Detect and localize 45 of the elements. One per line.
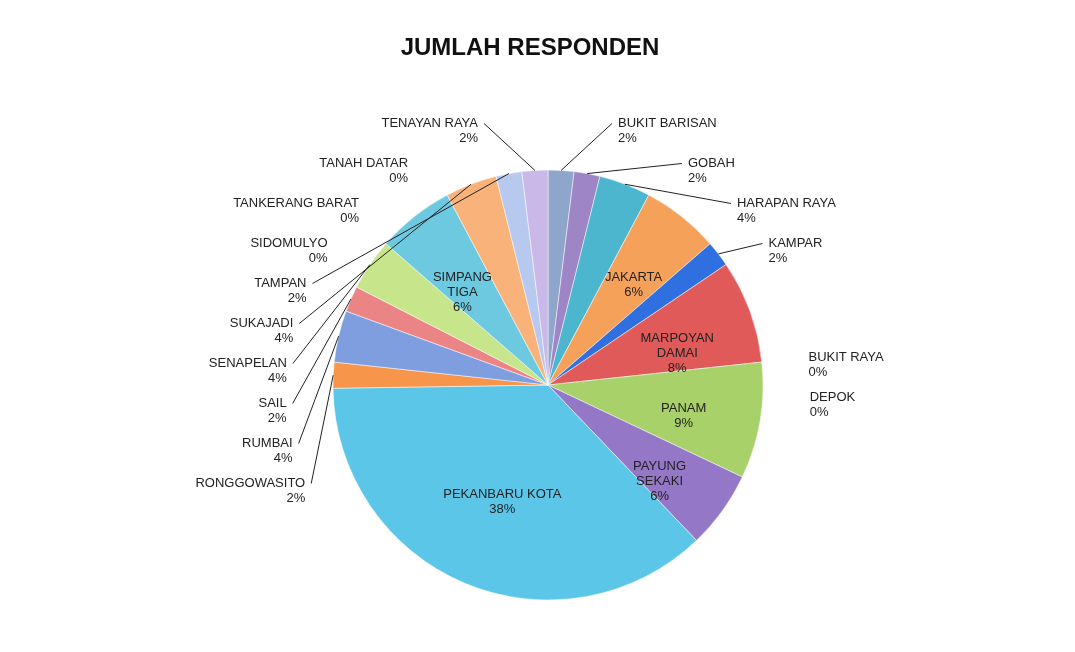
data-label: 4% bbox=[268, 370, 288, 386]
slice-label: RUMBAI bbox=[242, 435, 293, 451]
data-label: 2% bbox=[287, 290, 307, 306]
data-label: 6% bbox=[453, 299, 473, 315]
data-label: 2% bbox=[286, 490, 306, 506]
category-label: DEPOK bbox=[809, 389, 856, 405]
slice-label: TAMPAN bbox=[254, 275, 307, 291]
text: 0% bbox=[808, 364, 828, 380]
slice-label: SAIL bbox=[258, 395, 287, 411]
category-label: TANAH DATAR bbox=[319, 155, 409, 171]
data-label: 2% bbox=[768, 250, 788, 266]
slice-label: MARPOYAN DAMAI bbox=[640, 329, 714, 360]
chart-title: JUMLAH RESPONDEN bbox=[400, 33, 660, 60]
text: 0% bbox=[809, 404, 829, 420]
slice-label: RONGGOWASITO bbox=[195, 475, 306, 491]
slice-label: SENAPELAN bbox=[208, 355, 287, 371]
data-label: 4% bbox=[736, 210, 757, 226]
data-label: 6% bbox=[624, 284, 644, 300]
data-label: 4% bbox=[274, 330, 294, 346]
slice-label: SIMPANG TIGA bbox=[432, 269, 492, 300]
slice-label: PAYUNG SEKAKI bbox=[633, 457, 687, 488]
slice-label: HARAPAN RAYA bbox=[736, 195, 837, 211]
data-label: 2% bbox=[267, 410, 288, 426]
slice-label: SUKAJADI bbox=[229, 315, 294, 331]
data-label: 4% bbox=[273, 450, 294, 466]
slice-label: KAMPAR bbox=[768, 235, 823, 251]
slice-label: PEKANBARU KOTA bbox=[443, 486, 562, 502]
text: 0% bbox=[389, 170, 409, 186]
slice-label: BUKIT BARISAN bbox=[618, 115, 717, 131]
data-label: 2% bbox=[687, 170, 708, 186]
slice-label: JAKARTA bbox=[604, 269, 663, 285]
slice-label: TENAYAN RAYA bbox=[381, 115, 479, 131]
slice-label: PANAM bbox=[661, 399, 707, 415]
slice-label: GOBAH bbox=[687, 155, 735, 171]
category-label: SIDOMULYO bbox=[250, 235, 328, 251]
category-label: BUKIT RAYA bbox=[808, 349, 884, 365]
data-label: 6% bbox=[650, 487, 670, 503]
data-label: 9% bbox=[674, 414, 694, 430]
data-label: 8% bbox=[667, 359, 688, 375]
text: 0% bbox=[308, 250, 328, 266]
category-label: TANKERANG BARAT bbox=[233, 195, 360, 211]
data-label: 2% bbox=[459, 130, 479, 146]
text: 0% bbox=[340, 210, 360, 226]
data-label: 38% bbox=[489, 501, 516, 517]
data-label: 2% bbox=[618, 130, 638, 146]
